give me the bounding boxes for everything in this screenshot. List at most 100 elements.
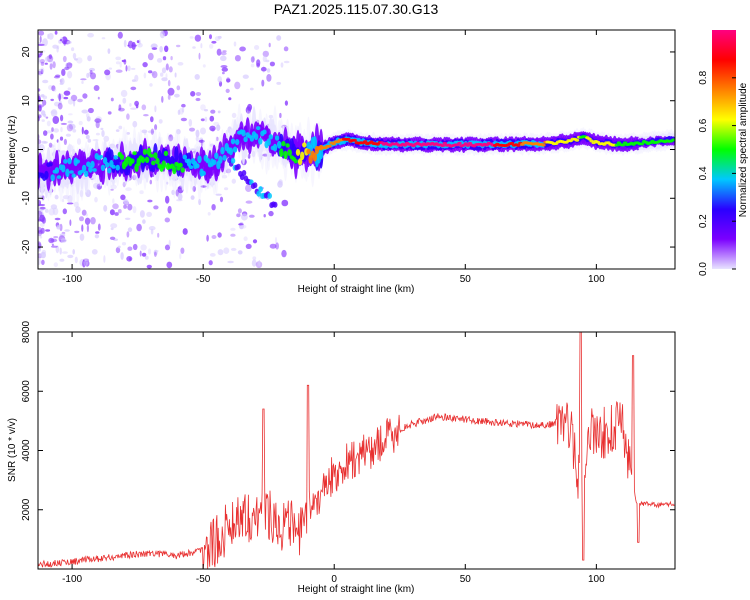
heatmap-ridge-mark — [285, 143, 290, 148]
heatmap-noise-mark — [46, 120, 51, 127]
heatmap-noise-mark — [72, 52, 77, 60]
heatmap-noise-mark — [109, 236, 116, 240]
heatmap-noise-mark — [132, 243, 138, 251]
heatmap-noise-mark — [222, 50, 227, 53]
heatmap-noise-mark — [160, 72, 164, 77]
heatmap-noise-mark — [91, 249, 98, 255]
heatmap-noise-mark — [86, 224, 89, 233]
heatmap-noise-mark — [85, 134, 90, 140]
heatmap-noise-mark — [181, 103, 186, 108]
heatmap-noise-mark — [142, 62, 148, 68]
heatmap-ridge-mark — [277, 140, 282, 149]
spectrogram-x-label: Height of straight line (km) — [298, 284, 415, 295]
heatmap-noise-mark — [250, 63, 255, 68]
heatmap-noise-mark — [126, 255, 133, 262]
heatmap-noise-mark — [245, 184, 252, 192]
heatmap-noise-mark — [38, 241, 42, 249]
heatmap-noise-mark — [215, 193, 222, 196]
heatmap-noise-mark — [72, 129, 77, 133]
heatmap-noise-mark — [76, 57, 83, 64]
heatmap-noise-mark — [177, 62, 184, 66]
heatmap-noise-mark — [153, 249, 158, 256]
heatmap-noise-mark — [139, 250, 142, 257]
heatmap-noise-mark — [70, 94, 78, 102]
heatmap-noise-mark — [132, 174, 137, 181]
heatmap-ridge-mark — [218, 155, 223, 164]
heatmap-noise-mark — [204, 109, 208, 112]
heatmap-noise-mark — [210, 109, 216, 114]
heatmap-noise-mark — [159, 46, 163, 53]
heatmap-noise-mark — [276, 35, 282, 41]
heatmap-noise-mark — [75, 206, 81, 214]
heatmap-noise-mark — [53, 262, 58, 268]
heatmap-noise-mark — [43, 141, 48, 144]
heatmap-noise-mark — [39, 35, 42, 43]
heatmap-noise-mark — [117, 245, 121, 249]
heatmap-noise-mark — [168, 134, 174, 142]
y-tick-label: 0 — [21, 146, 32, 152]
heatmap-noise-mark — [67, 98, 74, 105]
heatmap-noise-mark — [38, 71, 43, 75]
x-tick-label: 50 — [460, 574, 472, 585]
heatmap-ridge-mark — [318, 148, 324, 160]
heatmap-noise-mark — [81, 126, 84, 135]
heatmap-ridge-mark — [113, 155, 118, 160]
heatmap-noise-mark — [53, 75, 60, 79]
heatmap-ridge-mark — [98, 154, 104, 159]
heatmap-noise-mark — [49, 63, 53, 70]
heatmap-ridge-mark — [144, 156, 150, 163]
heatmap-noise-mark — [198, 52, 201, 60]
snr-panel: -100 -50 0 50 100 2000 4000 6000 8000 Height of… — [7, 320, 676, 595]
heatmap-noise-mark — [157, 232, 160, 238]
heatmap-noise-mark — [90, 72, 96, 80]
x-tick-label: 0 — [331, 274, 337, 285]
heatmap-noise-mark — [59, 223, 63, 232]
heatmap-noise-mark — [252, 239, 258, 244]
heatmap-noise-mark — [103, 255, 106, 263]
heatmap-noise-mark — [211, 235, 217, 239]
heatmap-noise-mark — [38, 43, 45, 46]
heatmap-noise-mark — [200, 104, 206, 111]
heatmap-noise-mark — [146, 264, 152, 269]
heatmap-ridge-mark — [130, 158, 135, 164]
heatmap-noise-mark — [44, 62, 48, 65]
heatmap-noise-mark — [190, 91, 196, 97]
heatmap-noise-mark — [110, 223, 118, 229]
heatmap-noise-mark — [129, 103, 132, 107]
heatmap-ridge-mark — [235, 139, 240, 146]
heatmap-noise-mark — [162, 56, 167, 61]
heatmap-noise-mark — [86, 116, 91, 122]
heatmap-noise-mark — [110, 227, 114, 231]
heatmap-noise-mark — [52, 44, 59, 49]
heatmap-noise-mark — [154, 251, 157, 257]
heatmap-noise-mark — [63, 96, 69, 100]
heatmap-noise-mark — [122, 97, 127, 104]
heatmap-noise-mark — [83, 259, 89, 267]
heatmap-noise-mark — [174, 93, 180, 98]
heatmap-noise-mark — [125, 65, 128, 72]
heatmap-noise-mark — [40, 94, 45, 98]
heatmap-noise-mark — [179, 252, 182, 260]
heatmap-noise-mark — [117, 209, 122, 214]
heatmap-noise-mark — [130, 67, 136, 70]
heatmap-noise-mark — [220, 51, 227, 56]
heatmap-ridge-mark — [312, 152, 317, 162]
heatmap-noise-mark — [81, 224, 84, 232]
heatmap-noise-mark — [190, 195, 195, 200]
heatmap-noise-mark — [40, 67, 45, 74]
heatmap-noise-mark — [217, 35, 222, 39]
heatmap-noise-mark — [140, 244, 147, 251]
heatmap-noise-mark — [107, 111, 112, 115]
heatmap-noise-mark — [209, 43, 214, 49]
heatmap-noise-mark — [107, 48, 111, 54]
heatmap-noise-mark — [153, 205, 159, 210]
heatmap-noise-mark — [94, 196, 98, 203]
heatmap-noise-mark — [38, 199, 42, 207]
heatmap-noise-mark — [231, 178, 236, 184]
heatmap-noise-mark — [62, 195, 70, 200]
heatmap-noise-mark — [245, 200, 253, 204]
heatmap-ridge-mark — [232, 146, 238, 153]
heatmap-noise-mark — [110, 184, 117, 190]
heatmap-noise-mark — [194, 74, 200, 80]
heatmap-ridge-mark — [86, 161, 91, 167]
